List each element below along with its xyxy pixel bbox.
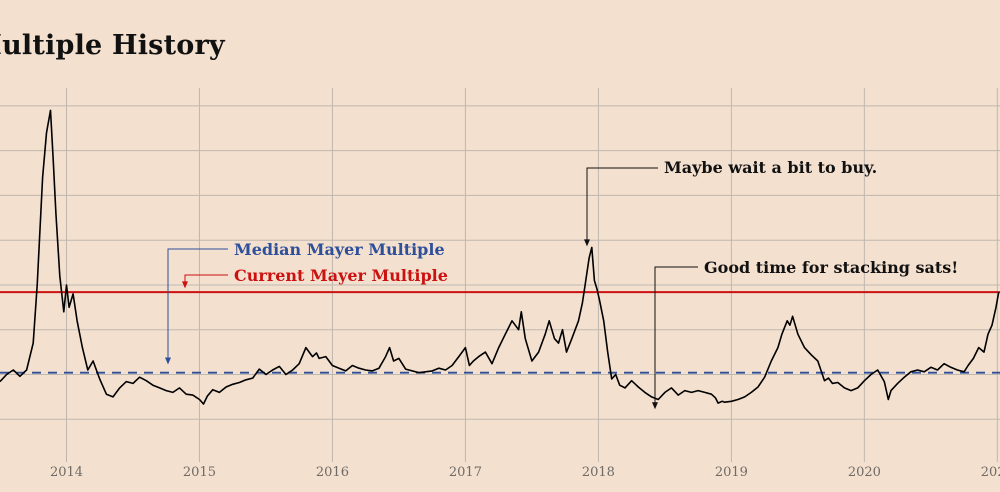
x-tick-label: 2020 xyxy=(848,465,881,480)
annotations: Median Mayer Multiple Current Mayer Multi… xyxy=(165,158,958,410)
annotation-connector xyxy=(654,266,698,407)
annotation-label: Maybe wait a bit to buy. xyxy=(664,158,877,177)
bottom-annotation: Good time for stacking sats! xyxy=(652,258,958,410)
annotation-connector xyxy=(184,274,228,286)
median-annotation: Median Mayer Multiple xyxy=(165,240,445,365)
annotation-label: Median Mayer Multiple xyxy=(234,240,445,259)
annotation-arrowhead xyxy=(584,239,590,247)
x-tick-label: 2018 xyxy=(582,465,615,480)
annotation-label: Good time for stacking sats! xyxy=(704,258,958,277)
reference-lines xyxy=(0,291,1000,374)
annotation-connector xyxy=(586,167,658,244)
chart-title: Multiple History xyxy=(0,30,225,61)
peak-annotation: Maybe wait a bit to buy. xyxy=(584,158,877,247)
x-tick-labels: 2014 2015 2016 2017 2018 2019 2020 2020 xyxy=(50,465,1000,480)
annotation-label: Current Mayer Multiple xyxy=(234,266,448,285)
current-annotation: Current Mayer Multiple xyxy=(182,266,448,289)
annotation-arrowhead xyxy=(182,281,188,289)
x-tick-label: 2020 xyxy=(981,465,1000,480)
mayer-multiple-line xyxy=(0,109,1000,405)
annotation-arrowhead xyxy=(652,402,658,410)
annotation-arrowhead xyxy=(165,357,171,365)
x-tick-label: 2015 xyxy=(183,465,216,480)
annotation-connector xyxy=(167,248,228,362)
x-tick-label: 2014 xyxy=(50,465,83,480)
x-tick-label: 2016 xyxy=(316,465,349,480)
x-tick-label: 2017 xyxy=(449,465,482,480)
series-layer xyxy=(0,109,1000,405)
x-tick-label: 2019 xyxy=(715,465,748,480)
